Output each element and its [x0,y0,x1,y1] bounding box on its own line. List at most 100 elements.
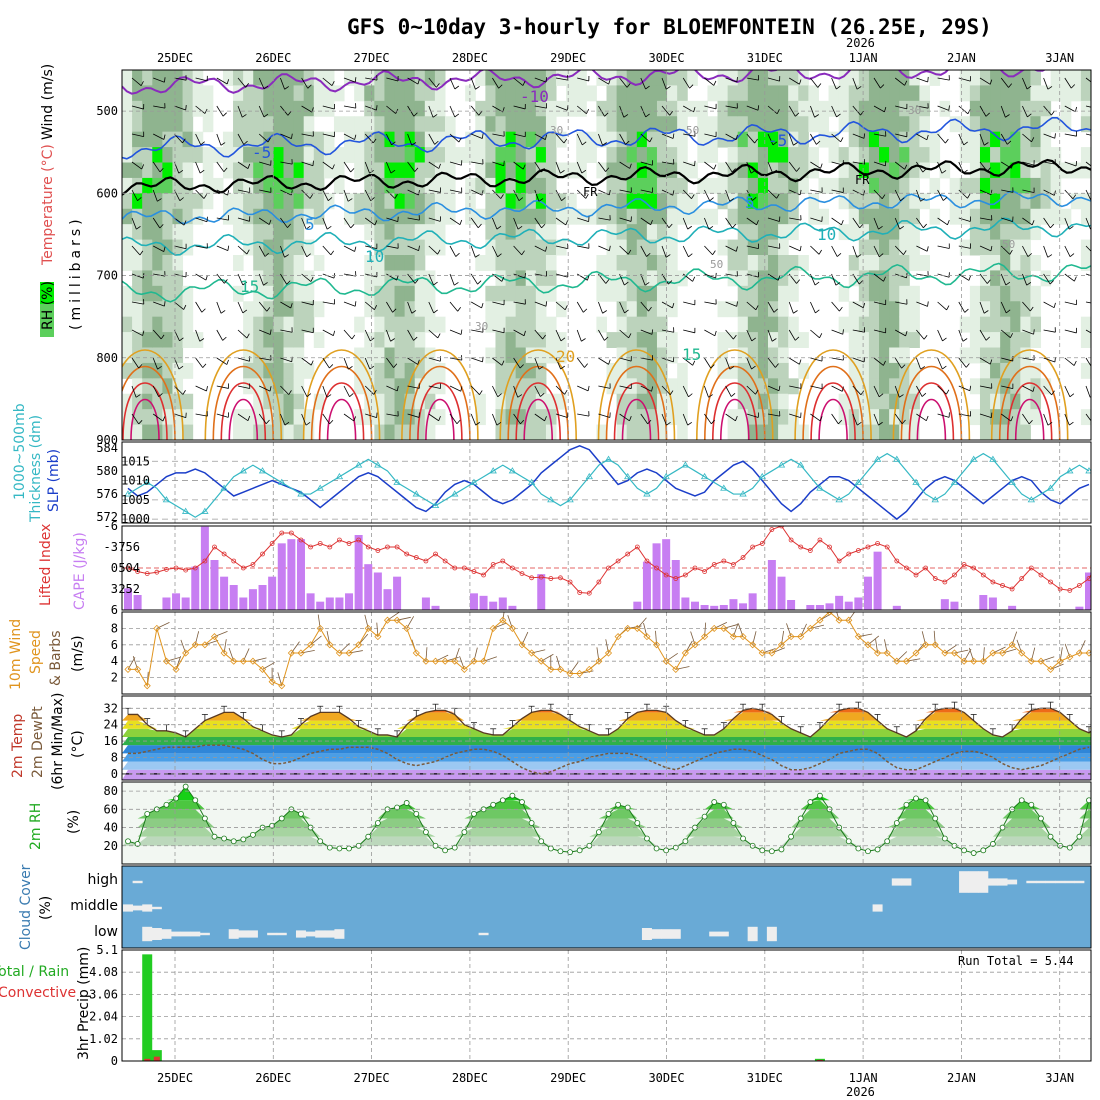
wind-barb-shaft [725,105,738,109]
rh-cell [394,255,406,271]
thickness-marker [354,461,363,468]
rh-cell [990,224,1001,241]
wind-barb-shaft [1043,161,1056,165]
cape-bar [124,588,132,610]
rh-cell [858,147,870,163]
rh-cell [636,131,648,148]
wind-barb-flag [878,421,883,426]
wind-barb-flag [651,386,654,392]
wind-barb-flag [436,83,440,88]
wind-barb-shaft [767,357,776,368]
wind-barb-shaft [619,217,632,222]
rh-cell [132,208,143,225]
rh-cell [202,116,214,133]
rh-cell [132,424,143,440]
rh-cell [132,224,143,241]
cloud-bar-low [718,931,729,937]
wind-barb-shaft [237,161,249,169]
rh-cell [959,347,971,364]
wind-barb-shaft [449,413,458,425]
rh-cell [909,208,920,225]
pressure-tick-0: 500 [96,104,118,118]
wind-barb-shaft [1043,357,1056,363]
rh-cell [677,70,688,86]
top-date-30DEC: 30DEC [648,51,684,65]
rh-cell [414,239,426,256]
rh-cell [909,147,920,163]
rh-cell [899,409,910,426]
rh-cell [495,362,507,379]
thickness-tick-2: 576 [96,487,118,501]
rh-cell [162,208,173,225]
rh-cell [162,255,173,271]
wind-barb-shaft [1000,105,1006,118]
thickness-tick-0: 584 [96,441,118,455]
wind-barb-shaft [831,413,839,425]
thickness-marker [335,472,344,480]
wind-barb-flag [135,394,141,398]
wind-barb-shaft [1043,329,1056,333]
wind-barb-shaft [767,301,775,313]
rh-cell [162,378,173,395]
rh2m-label: 2m RH [28,803,44,850]
rh-cell [768,70,779,86]
rh-cell [616,301,628,318]
rh-cell [374,100,385,117]
rh-cell [122,162,133,179]
rh-cell [848,316,860,333]
rh-cell [858,409,870,426]
wind-barb-shaft [216,161,225,172]
rh-cell [293,239,305,256]
rh-cell [646,85,658,102]
wind-barb-flag [645,85,650,90]
wind-barb-flag [713,164,717,170]
rh-cell [505,424,517,440]
isotherm-label-11: 20 [556,347,575,366]
wind-barb-shaft [449,273,455,286]
rh-cell [142,362,153,379]
rh-cell [717,70,729,86]
wind-barb-flag [413,112,418,117]
wind-barb-flag [983,142,989,146]
rh-cell [1020,255,1031,271]
wind-barb-shaft [280,273,288,285]
wind-barb-flag [609,245,611,251]
wind-barb-shaft [598,245,610,252]
wind-barb-flag [927,301,929,307]
wind-barb-flag [899,394,904,398]
rh-cell [303,362,315,379]
rh-cell [848,70,860,86]
rh-cell [374,332,385,348]
wind-barb-shaft [640,357,653,361]
rh-cell [778,70,789,86]
wind-barb-shaft [916,357,922,370]
wind-barb-flag [583,308,588,313]
wind-barb-shaft [280,105,289,116]
cape-bar [383,589,392,610]
rh-cell [899,208,910,225]
rh-cell [364,131,375,148]
wind-barb-shaft [873,217,879,230]
wind-speed-marker [403,624,411,632]
rh-cell [1040,147,1052,163]
wind-label-10m: 10m Wind [8,619,24,690]
wind-barb-flag [1029,306,1034,312]
rh-cell [445,147,456,163]
rh-cell [323,85,335,102]
rh-cell [747,116,759,133]
wind-speed-marker [883,649,891,657]
rh-cell [788,131,799,148]
wind-barb-flag [477,223,482,228]
rh-cell [667,285,678,302]
wind-barb-flag [669,111,674,116]
rh-cell [1010,393,1021,410]
rh-cell [545,193,557,210]
rh-cell [576,131,587,148]
cloud-bar-low [190,931,201,937]
rh-cell [616,162,628,179]
rh2m-marker [932,815,939,822]
wind-barb-shaft [428,413,439,422]
rh-cell [515,301,527,318]
rh-cell [747,208,759,225]
rh-cell [778,285,789,302]
